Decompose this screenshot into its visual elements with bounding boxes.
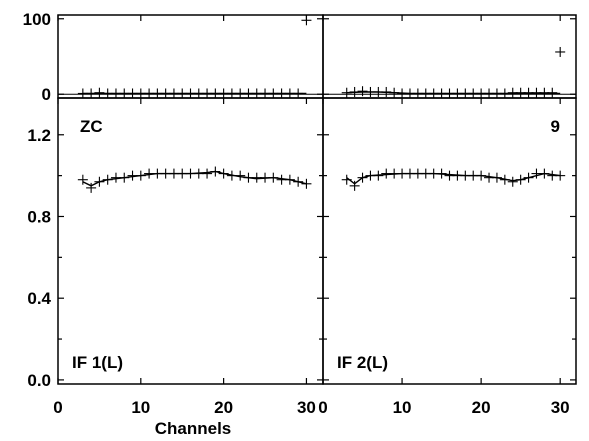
data-point xyxy=(268,172,279,183)
data-point xyxy=(436,168,447,179)
x-tick-label: 30 xyxy=(551,398,570,417)
panel-IF2-bottom-frame xyxy=(322,97,577,385)
data-point xyxy=(235,170,246,181)
data-point xyxy=(523,172,534,183)
panel-IF2-top-frame xyxy=(322,14,577,99)
x-tick-label: 10 xyxy=(393,398,412,417)
data-point xyxy=(357,172,368,183)
data-point xyxy=(284,174,295,185)
data-point xyxy=(202,168,213,179)
data-point xyxy=(476,170,487,181)
data-point xyxy=(293,176,304,187)
y-tick-label: 0.0 xyxy=(27,371,51,390)
data-point xyxy=(491,172,502,183)
data-point xyxy=(341,87,352,98)
x-tick-label: 20 xyxy=(472,398,491,417)
y-tick-label: 0.4 xyxy=(27,289,51,308)
x-tick-label: 30 xyxy=(297,398,316,417)
data-point xyxy=(373,170,384,181)
data-point xyxy=(357,86,368,97)
panel-label-top-right: 9 xyxy=(551,117,560,136)
data-point xyxy=(77,174,88,185)
panel-IF1-top-frame xyxy=(57,14,324,99)
x-tick-label: 10 xyxy=(131,398,150,417)
model-lines xyxy=(82,91,561,187)
x-tick-label: 0 xyxy=(318,398,327,417)
data-point xyxy=(293,88,304,99)
panel-IF1-bottom-frame xyxy=(57,97,324,385)
data-point xyxy=(86,182,97,193)
data-point xyxy=(555,46,566,57)
data-point xyxy=(547,87,558,98)
panel-label-bottom-left: IF 1(L) xyxy=(72,353,123,372)
data-point xyxy=(86,88,97,99)
data-point xyxy=(349,180,360,191)
x-tick-label: 20 xyxy=(214,398,233,417)
data-point xyxy=(515,174,526,185)
data-point xyxy=(381,86,392,97)
data-point xyxy=(389,87,400,98)
data-point xyxy=(507,176,518,187)
data-point xyxy=(555,170,566,181)
data-point xyxy=(102,174,113,185)
data-point xyxy=(119,172,130,183)
axis-ticks xyxy=(57,15,576,384)
panel-label-bottom-left: IF 2(L) xyxy=(337,353,388,372)
data-point xyxy=(218,168,229,179)
data-point xyxy=(210,166,221,177)
data-point xyxy=(135,170,146,181)
data-point xyxy=(341,174,352,185)
y-tick-label: 0 xyxy=(42,85,51,104)
data-point xyxy=(349,86,360,97)
y-tick-label: 100 xyxy=(23,10,51,29)
data-point xyxy=(94,176,105,187)
panel-frames xyxy=(57,14,577,385)
data-points xyxy=(77,15,566,193)
data-point xyxy=(301,178,312,189)
data-point xyxy=(539,168,550,179)
y-tick-label: 1.2 xyxy=(27,126,51,145)
data-point xyxy=(94,87,105,98)
data-point xyxy=(499,174,510,185)
x-tick-label: 0 xyxy=(53,398,62,417)
x-axis-label: Channels xyxy=(155,419,232,438)
y-tick-label: 0.8 xyxy=(27,207,51,226)
data-point xyxy=(301,15,312,26)
data-point xyxy=(499,88,510,99)
panel-label-top-left: ZC xyxy=(80,117,103,136)
